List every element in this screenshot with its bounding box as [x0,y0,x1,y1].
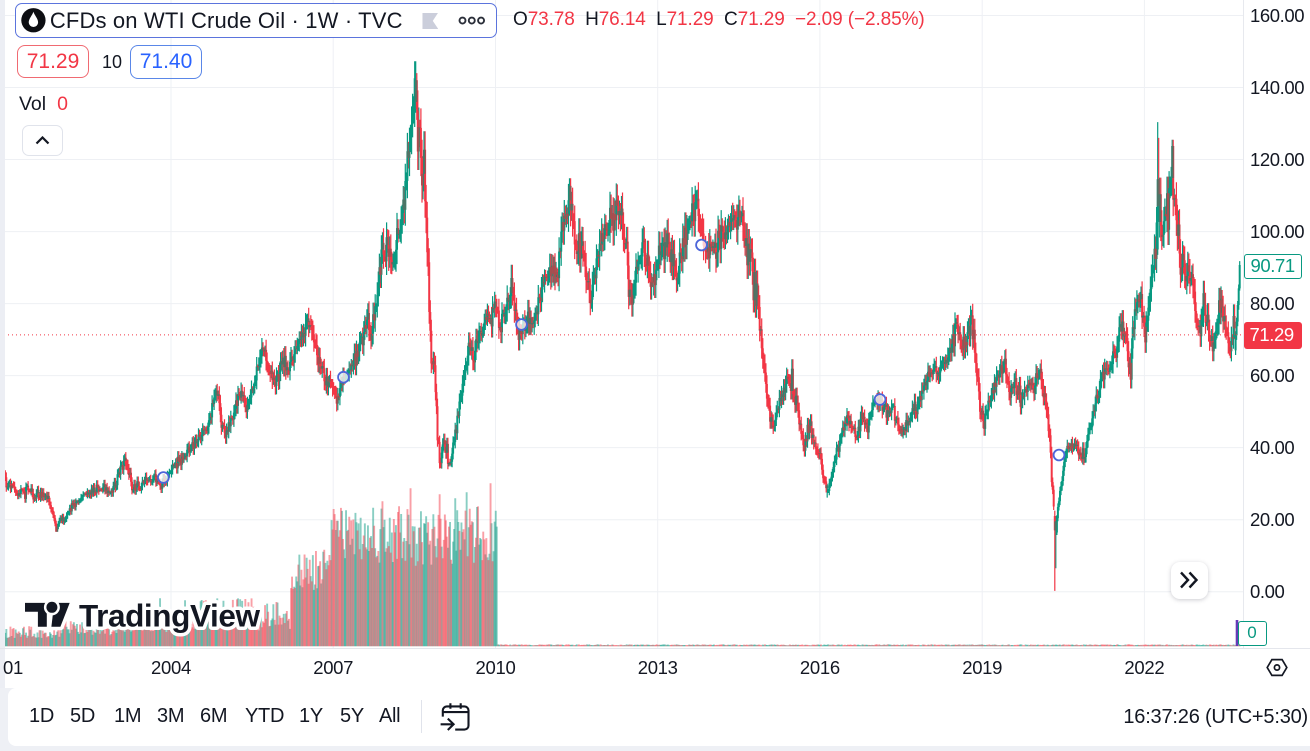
svg-text:TradingView: TradingView [79,598,260,634]
